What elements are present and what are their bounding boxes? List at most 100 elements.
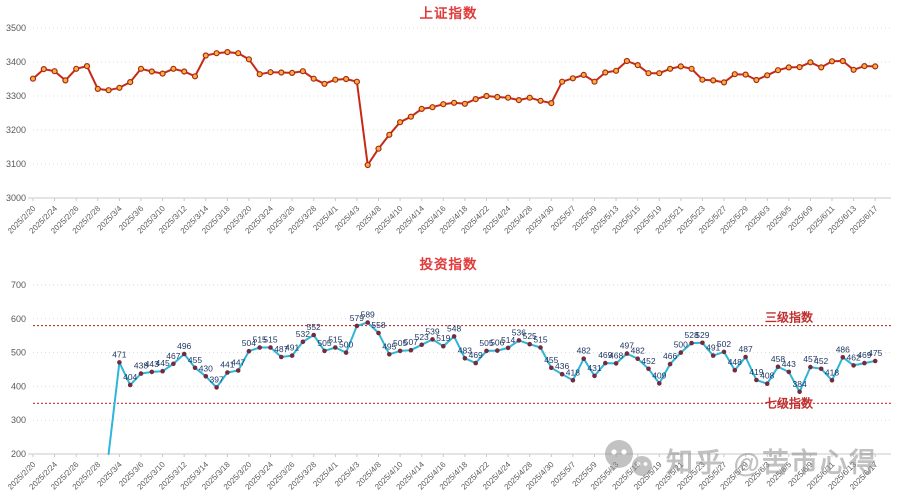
data-point [299,68,306,75]
data-point-label: 467 [166,351,180,361]
data-point-label: 443 [145,359,159,369]
data-point [581,356,586,361]
data-point [548,99,555,107]
data-point-label: 471 [112,349,126,359]
data-point [785,64,792,71]
sse-index-chart: 3000310032003300340035002025/2/202025/2/… [6,23,891,236]
series-line [32,51,877,166]
data-point-label: 458 [771,354,785,364]
data-point [483,92,490,100]
data-point [376,330,381,336]
data-point-label: 515 [533,335,547,345]
data-point [430,337,435,342]
data-point [775,364,781,370]
data-point [387,352,392,357]
data-point [537,97,544,104]
data-point [321,80,328,87]
data-point-label: 408 [760,371,774,381]
threshold-label: 七级指数 [765,395,814,410]
data-point [397,119,404,126]
data-point [462,356,468,361]
data-point-label: 497 [620,341,634,351]
data-point [570,378,576,383]
data-point [245,56,252,63]
data-point-label: 496 [177,341,191,351]
data-point [256,71,263,78]
data-point [515,96,523,104]
data-point-label: 500 [339,340,353,350]
data-point [495,348,500,353]
data-point-label: 505 [317,338,331,348]
data-point [408,347,414,353]
data-point-label: 532 [296,329,310,339]
data-point [678,350,684,355]
data-point-label: 475 [868,348,882,358]
data-point [353,78,360,85]
data-point-label: 504 [242,338,256,348]
data-point [516,338,522,343]
data-point [743,354,748,360]
data-point [192,365,198,371]
data-point [688,65,695,72]
data-point [850,66,857,73]
data-point-label: 468 [609,350,623,360]
data-point [94,85,101,93]
data-point-label: 384 [793,379,807,389]
data-point [591,78,598,85]
data-point [807,59,814,66]
data-point [494,93,501,101]
data-point [580,71,587,79]
data-point-label: 443 [782,359,796,369]
data-point [159,70,166,77]
y-tick-label: 200 [11,449,26,459]
data-point-label: 441 [220,360,234,370]
data-point [235,50,242,57]
data-point [720,79,728,86]
data-point-label: 486 [836,344,850,354]
data-point-label: 436 [555,361,569,371]
y-tick-label: 600 [11,314,26,324]
data-point-label: 515 [263,335,277,345]
data-point [224,48,231,56]
data-point-label: 528 [685,330,699,340]
data-point [635,356,640,361]
data-point [603,360,608,366]
y-tick-label: 700 [11,280,26,290]
data-point [818,64,825,71]
data-point [796,63,803,71]
data-point [753,76,760,84]
data-point [797,389,802,395]
data-point-label: 491 [285,343,299,353]
data-point [51,68,58,75]
data-point-label: 482 [577,346,591,356]
data-point-label: 466 [663,351,677,361]
data-point [333,345,338,350]
data-point [386,131,393,138]
data-point-label: 515 [253,335,267,345]
data-point-label: 455 [544,355,558,365]
data-point-label: 482 [631,346,645,356]
data-point [181,68,188,75]
data-point [246,348,252,354]
data-point [699,76,706,83]
threshold-label: 三级指数 [765,310,814,325]
bottom-chart-title: 投资指数 [419,257,478,272]
data-point [527,341,532,347]
data-point-label: 529 [695,330,709,340]
data-point [289,353,295,358]
data-point [83,62,91,70]
data-point [279,354,284,360]
data-point [645,70,652,77]
y-tick-label: 3000 [6,193,26,203]
data-point [569,75,577,82]
data-point-label: 519 [436,333,450,343]
data-point [214,385,219,390]
data-point [225,370,230,375]
data-point-label: 536 [512,327,526,337]
y-tick-label: 400 [11,381,26,391]
data-point [677,63,684,70]
data-point [612,67,620,74]
data-point [710,77,717,84]
data-point [666,65,674,72]
